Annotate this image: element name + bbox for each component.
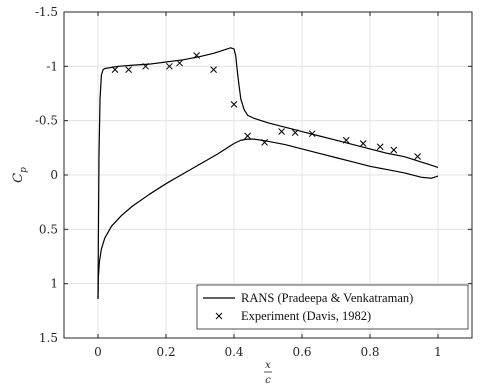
experiment-point [125,66,132,73]
y-tick-label: -1 [46,59,58,73]
experiment-point [111,66,119,73]
experiment-point [176,59,183,67]
x-tick-label: 0 [94,345,102,359]
legend-marker-stroke [215,312,223,320]
experiment-point [359,140,367,147]
experiment-point [414,153,421,160]
experiment-point [193,52,200,59]
experiment-point-stroke [111,66,119,73]
legend: RANS (Pradeepa & Venkatraman) Experiment… [196,284,469,330]
y-tick-label: -1.5 [35,5,58,19]
experiment-point [230,101,238,108]
experiment-point [244,132,251,140]
x-tick-label: 0.8 [360,345,379,359]
experiment-point [166,62,173,70]
y-tick-label: 1.5 [39,331,58,345]
experiment-point-stroke [261,139,268,146]
experiment-point [376,143,384,151]
experiment-point [390,146,398,154]
experiment-point-stroke [342,136,350,144]
experiment-point-stroke [308,130,316,138]
legend-marker-sample [215,312,223,320]
experiment-point-stroke [125,66,132,73]
experiment-point [278,128,285,135]
x-tick-label: 0.2 [156,345,175,359]
series-line-1 [97,138,439,299]
experiment-point-stroke [244,132,251,140]
y-tick-label: 1 [50,277,58,291]
experiment-point-stroke [376,143,384,151]
experiment-point-stroke [278,128,285,135]
experiment-point [210,66,217,73]
y-axis-label: Cp [11,167,29,183]
experiment-point [291,129,299,136]
experiment-point-stroke [210,66,217,73]
experiment-point-stroke [414,153,421,160]
experiment-point-stroke [359,140,367,147]
legend-box [196,284,469,330]
experiment-point-stroke [291,129,299,136]
x-tick-label: 1 [434,345,442,359]
experiment-point-stroke [230,101,238,108]
experiment-point [142,62,149,70]
experiment-point-stroke [390,146,398,154]
ticks: 0 0.2 0.4 0.6 0.8 1 -1.5 -1 -0.5 0 0.5 1 1.5 [35,5,472,359]
experiment-point-stroke [193,52,200,59]
y-tick-label: 0.5 [39,222,58,236]
x-tick-label: 0.4 [224,345,243,359]
experiment-point-stroke [166,62,173,70]
experiment-point-stroke [176,59,183,67]
series-line-0 [97,47,439,299]
legend-label-rans: RANS (Pradeepa & Venkatraman) [241,291,413,305]
x-tick-label: 0.6 [292,345,311,359]
experiment-point [308,130,316,138]
series-layer [97,47,439,299]
experiment-point [342,136,350,144]
experiment-point-stroke [142,62,149,70]
y-tick-label: 0 [50,168,58,182]
legend-label-experiment: Experiment (Davis, 1982) [241,309,371,323]
y-tick-label: -0.5 [35,114,58,128]
experiment-point [261,139,268,146]
